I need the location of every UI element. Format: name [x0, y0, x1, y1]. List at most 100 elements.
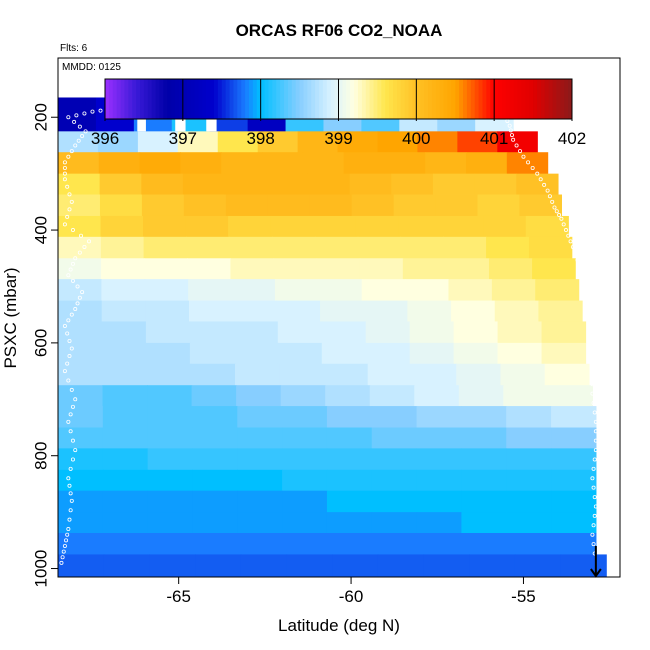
- colorbar-segment: [252, 79, 258, 119]
- heatmap-cell-r15-c8: [416, 427, 462, 449]
- heatmap-cell-r3-c4: [224, 173, 267, 195]
- heatmap-cell-r16-c5: [282, 448, 328, 471]
- heatmap-cell-r16-c7: [371, 448, 418, 471]
- track-point: [521, 154, 526, 159]
- heatmap-cell-r12-c2: [146, 363, 192, 386]
- colorbar-segment: [198, 79, 203, 119]
- track-point: [573, 250, 578, 255]
- track-point: [545, 188, 550, 193]
- colorbar-segment: [124, 79, 129, 119]
- track-point: [590, 476, 595, 481]
- track-point: [563, 228, 568, 233]
- track-point: [67, 517, 72, 522]
- heatmap-cell-r17-c10: [506, 469, 552, 492]
- colorbar-segment: [287, 79, 293, 119]
- heatmap-cell-r19-c9: [461, 512, 507, 534]
- colorbar-segment: [136, 79, 141, 119]
- heatmap-cell-r15-c9: [461, 427, 507, 449]
- heatmap-cell-r12-c7: [367, 363, 413, 386]
- colorbar-segment: [525, 79, 530, 119]
- track-point: [62, 543, 67, 548]
- track-point: [518, 149, 523, 154]
- colorbar-segment: [116, 79, 122, 119]
- heatmap-cell-r17-c11: [551, 469, 597, 492]
- heatmap-cell-r21-c1: [103, 554, 150, 578]
- colorbar-tick-label: 399: [324, 129, 352, 148]
- heatmap-cell-r20-c4: [237, 533, 283, 555]
- colorbar-segment: [241, 79, 246, 119]
- colorbar-segment: [529, 79, 534, 119]
- colorbar-segment: [229, 79, 234, 119]
- heatmap-cell-r21-c0: [58, 554, 105, 578]
- heatmap-cell-r11-c1: [101, 342, 147, 365]
- colorbar-segment: [311, 79, 316, 119]
- y-axis-label: PSXC (mbar): [1, 267, 20, 368]
- colorbar-segment: [392, 79, 398, 119]
- track-point: [591, 485, 596, 490]
- colorbar-segment: [112, 79, 118, 119]
- heatmap-cell-r20-c10: [506, 533, 552, 555]
- colorbar-segment: [307, 79, 312, 119]
- colorbar-segment: [245, 79, 250, 119]
- heatmap-cell-r4-c8: [393, 194, 437, 217]
- track-point: [68, 466, 73, 471]
- colorbar-segment: [213, 79, 219, 119]
- heatmap-cell-r15-c4: [237, 427, 283, 449]
- colorbar-segment: [221, 79, 227, 119]
- heatmap-cell-r10-c11: [541, 321, 587, 344]
- heatmap-cell-r18-c10: [506, 490, 552, 513]
- track-point: [593, 504, 598, 509]
- heatmap-cell-r6-c11: [528, 236, 573, 259]
- track-point: [592, 457, 597, 462]
- heatmap-cell-r10-c5: [277, 321, 323, 344]
- arrow-head: [590, 568, 602, 578]
- heatmap-cell-r10-c8: [409, 321, 455, 344]
- heatmap-cell-r21-c5: [286, 554, 333, 578]
- track-point: [591, 523, 596, 528]
- descent-arrow: [590, 545, 602, 578]
- colorbar-segment: [256, 79, 262, 119]
- track-point: [557, 213, 562, 218]
- heatmap-cell-r1-c11: [497, 131, 538, 153]
- heatmap-cell-r20-c2: [147, 533, 194, 555]
- colorbar-segment: [435, 79, 441, 119]
- heatmap-cell-r11-c8: [409, 342, 455, 365]
- colorbar-segment: [342, 79, 347, 119]
- colorbar-segment: [560, 79, 565, 119]
- track-point: [575, 258, 580, 263]
- heatmap-cell-r16-c11: [551, 448, 597, 471]
- heatmap-cell-r12-c9: [456, 363, 502, 386]
- heatmap-cell-r10-c7: [365, 321, 411, 344]
- heatmap-cell-r5-c8: [398, 215, 442, 238]
- track-point: [582, 288, 587, 293]
- colorbar-segment: [225, 79, 231, 119]
- track-point: [70, 261, 75, 266]
- heatmap-cell-r16-c4: [237, 448, 283, 471]
- colorbar-segment: [431, 79, 437, 119]
- heatmap-cell-r12-c5: [279, 363, 325, 386]
- track-point: [82, 111, 87, 116]
- colorbar-segment: [155, 79, 160, 119]
- heatmap-cell-r8-c9: [448, 279, 493, 301]
- track-point: [590, 372, 595, 377]
- colorbar-segment: [186, 79, 192, 119]
- heatmap-cell-r18-c11: [551, 490, 597, 513]
- heatmap-cell-r13-c3: [191, 385, 237, 407]
- heatmap-cell-r14-c5: [282, 406, 328, 428]
- heatmap-cell-r3-c9: [432, 173, 476, 195]
- heatmap-cell-r11-c11: [541, 342, 587, 365]
- heatmap-cell-r9-c4: [232, 300, 277, 322]
- colorbar-segment: [552, 79, 557, 119]
- heatmap-cell-r5-c1: [100, 215, 144, 238]
- track-point: [580, 273, 585, 278]
- track-point: [593, 448, 598, 453]
- track-point: [68, 429, 73, 434]
- track-point: [508, 128, 513, 133]
- colorbar-segment: [357, 79, 363, 119]
- colorbar-segment: [377, 79, 382, 119]
- heatmap-cell-r1-c8: [377, 131, 419, 153]
- track-point: [68, 267, 73, 272]
- heatmap-cell-r20-c1: [102, 533, 149, 555]
- y-tick-label: 400: [31, 216, 50, 244]
- track-point: [67, 483, 72, 488]
